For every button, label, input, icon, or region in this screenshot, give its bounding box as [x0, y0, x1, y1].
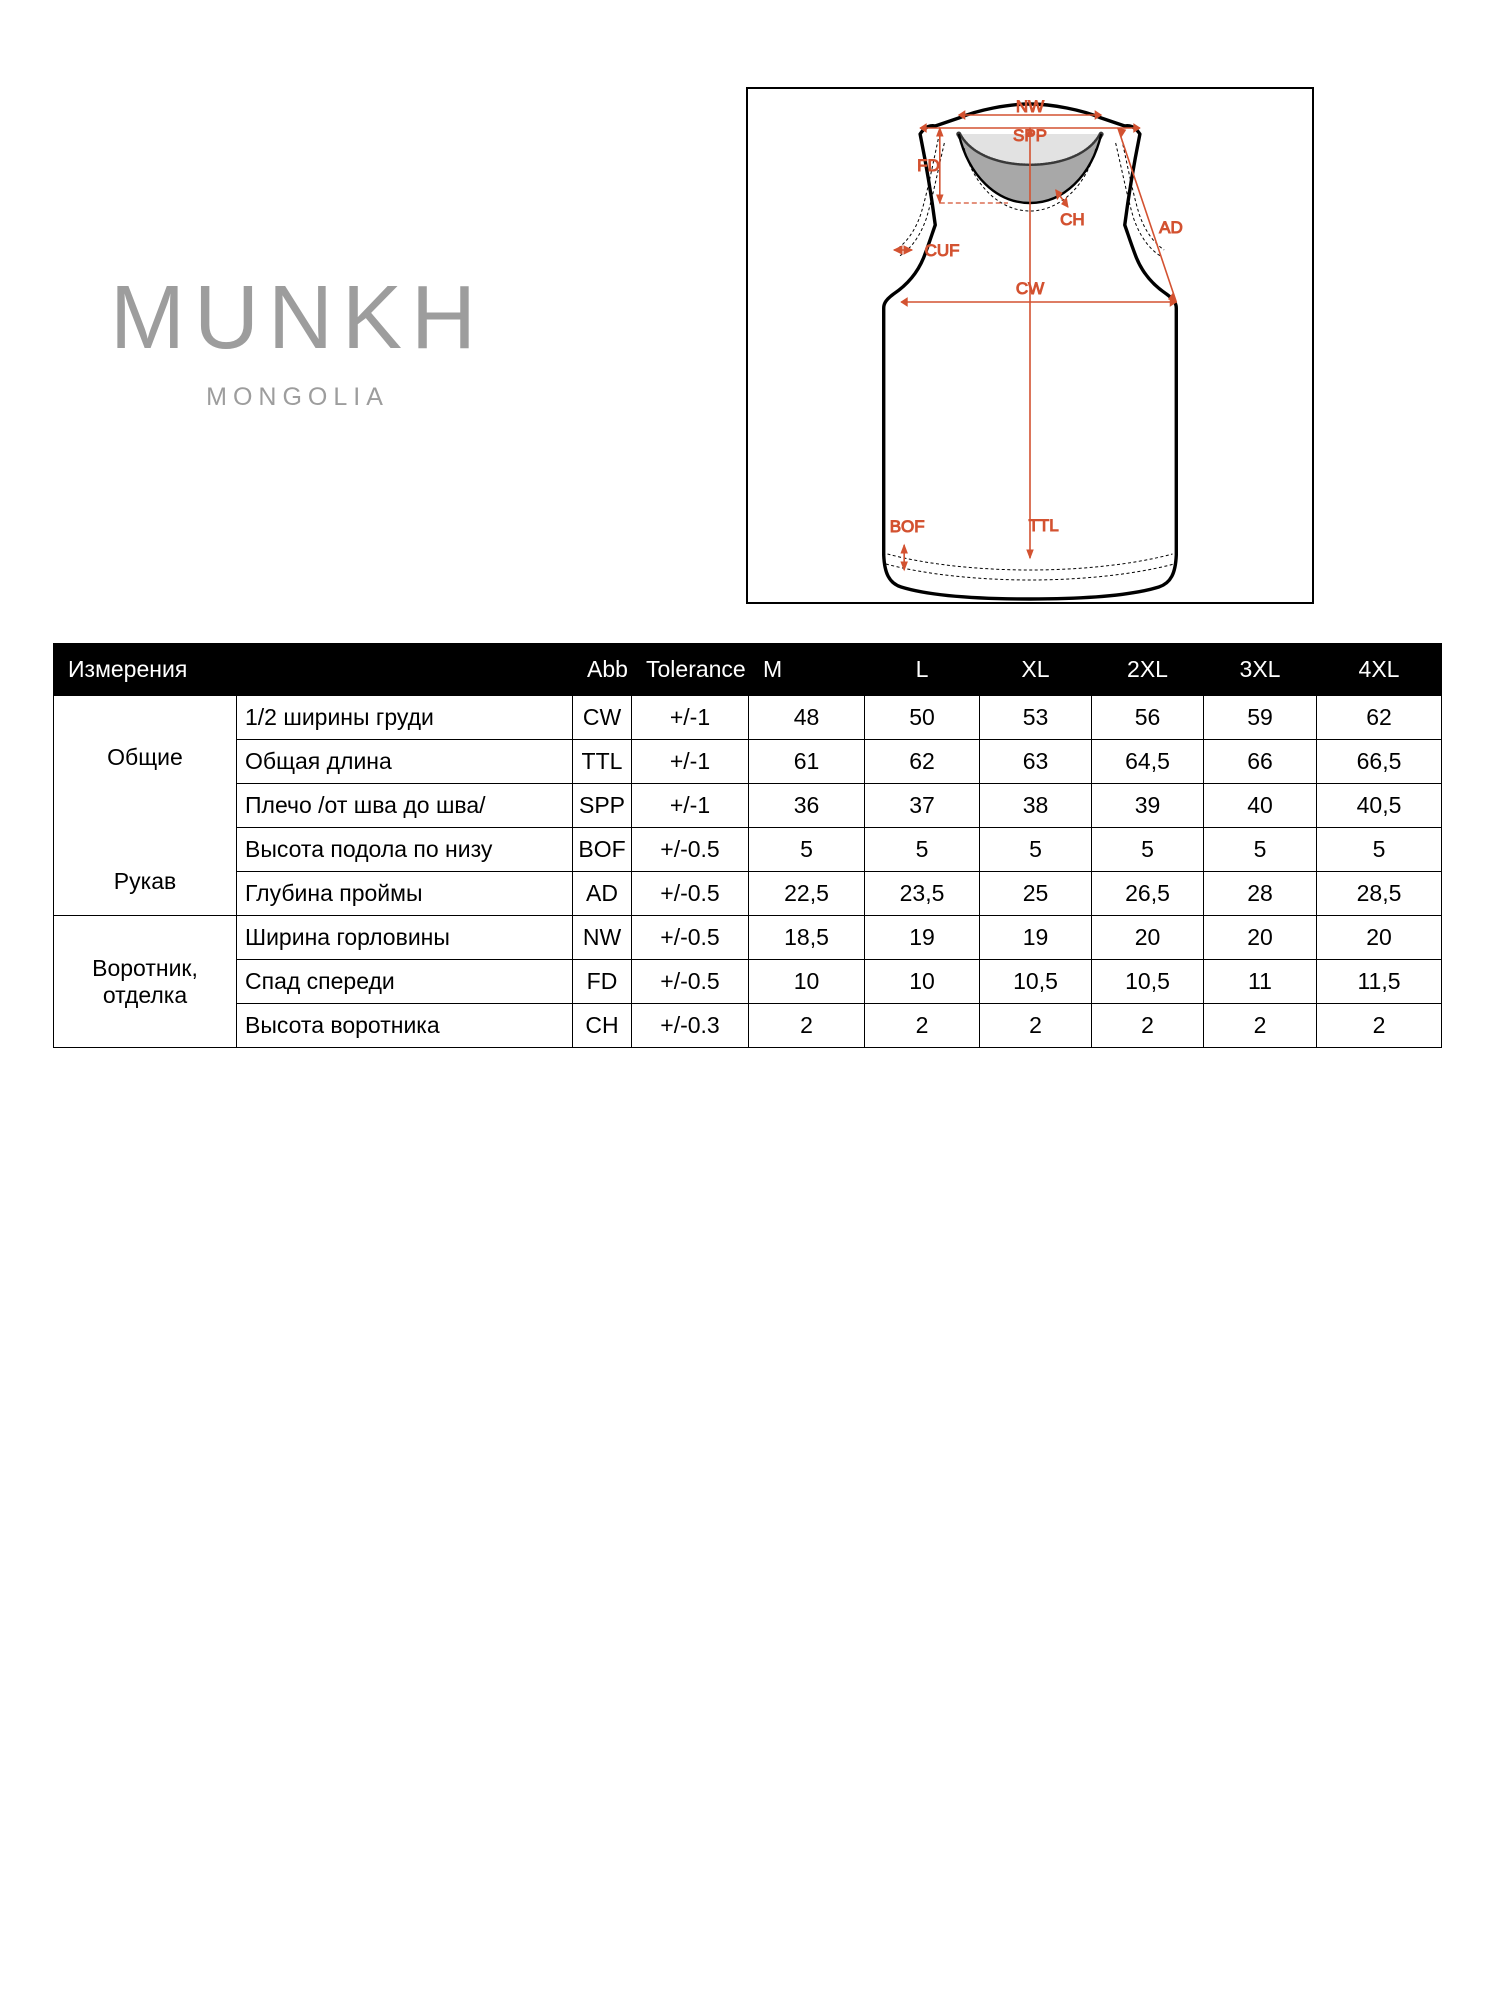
svg-text:NW: NW: [1016, 97, 1044, 116]
svg-text:FD: FD: [917, 156, 940, 175]
svg-text:CUF: CUF: [925, 241, 960, 260]
svg-text:BOF: BOF: [890, 517, 925, 536]
svg-text:AD: AD: [1159, 218, 1183, 237]
svg-text:CH: CH: [1060, 210, 1085, 229]
svg-text:TTL: TTL: [1029, 516, 1059, 535]
